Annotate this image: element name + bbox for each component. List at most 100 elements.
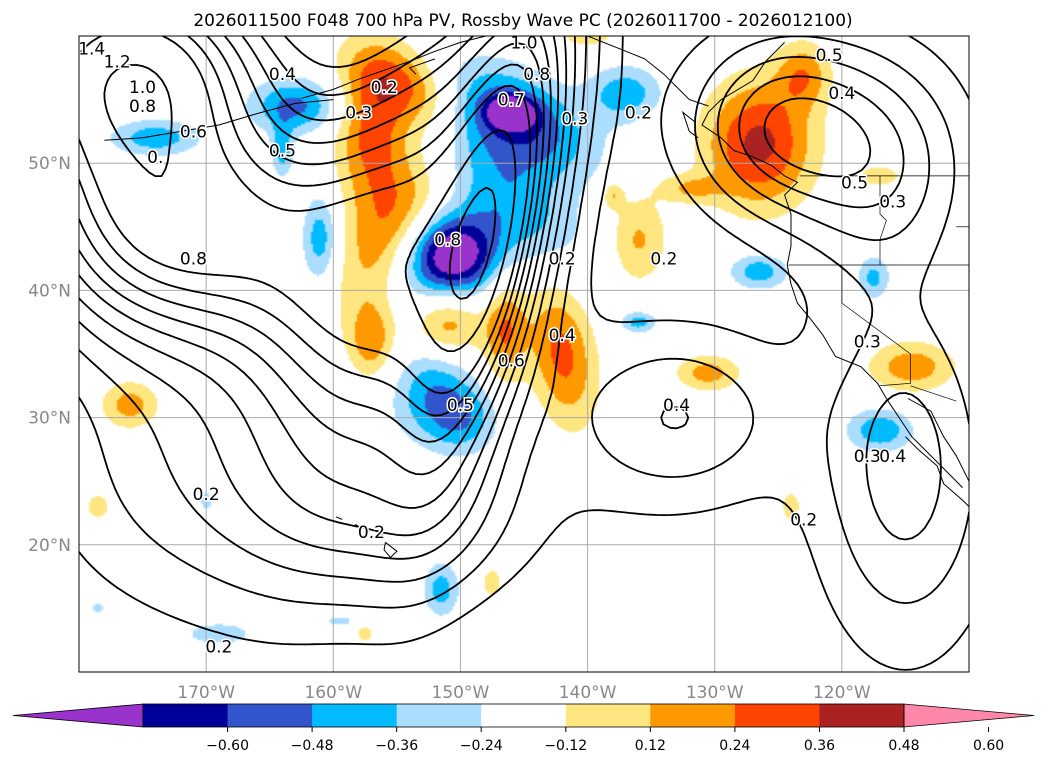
contour-label: 0.2: [371, 78, 398, 98]
colorbar-box: [227, 704, 313, 727]
lon-tick-label: 150°W: [432, 683, 490, 703]
contour-line: [79, 36, 905, 560]
colorbar-extend-high: [903, 703, 1035, 728]
colorbar-box: [565, 704, 651, 727]
colorbar-tick-label: −0.24: [460, 738, 503, 754]
contour-labels: 1.41.21.00.80.60.0.80.20.20.20.40.50.30.…: [78, 33, 908, 659]
contour-label: 1.2: [104, 52, 131, 72]
contour-line: [79, 36, 538, 417]
colorbar-box: [819, 704, 905, 727]
contour-label: 0.4: [879, 447, 906, 467]
contour-label: 0.6: [498, 351, 525, 371]
coastline: [681, 110, 699, 139]
lat-tick-label: 30°N: [28, 409, 71, 429]
contour-label: 0.5: [841, 173, 868, 193]
contour-label: 0.5: [816, 46, 843, 66]
lon-tick-label: 160°W: [304, 683, 362, 703]
colorbar-tick-label: −0.36: [375, 738, 418, 754]
political-border: [910, 385, 957, 402]
contour-label: 0.3: [854, 332, 881, 352]
contour-label: 0.2: [205, 638, 232, 658]
axis-tick-labels: 170°W 160°W 150°W 140°W 130°W 120°W 20°N 30°N 40…: [28, 154, 871, 703]
contour-label: 0.7: [498, 91, 525, 111]
contour-label: 0.8: [180, 250, 207, 270]
contour-line: [448, 186, 497, 300]
contour-label: 0.4: [549, 326, 576, 346]
contour-label: 0.6: [180, 122, 207, 142]
colorbar-tick-label: −0.60: [206, 738, 249, 754]
contour-label: 0.3: [561, 110, 588, 130]
contour-label: 0.2: [549, 250, 576, 270]
colorbar-box: [396, 704, 482, 727]
colorbar-box: [650, 704, 736, 727]
map-panel: 1.41.21.00.80.60.0.80.20.20.20.40.50.30.…: [78, 33, 970, 673]
graticule: [79, 36, 969, 672]
contour-label: 0.4: [269, 65, 296, 85]
contour-line: [79, 36, 552, 476]
contour-line: [79, 36, 545, 443]
contour-label: 0.2: [650, 250, 677, 270]
contour-line: [79, 36, 969, 671]
contour-line: [79, 36, 872, 537]
contour-label: 0.4: [828, 84, 855, 104]
contour-label: 0.3: [854, 447, 881, 467]
political-border: [841, 265, 911, 355]
contour-label: 0.3: [345, 103, 372, 123]
coastline: [376, 532, 385, 537]
contour-label: 0.8: [129, 97, 156, 117]
contour-label: 1.4: [78, 40, 105, 60]
colorbar-box: [143, 704, 229, 727]
colorbar-frame: [142, 703, 905, 728]
colorbar-tick-label: 0.24: [719, 738, 750, 754]
colorbar-tick-label: −0.12: [544, 738, 587, 754]
contour-label: 1.0: [510, 33, 537, 53]
coastline: [701, 42, 963, 488]
colorbar-extend-low: [12, 703, 144, 728]
political-border: [879, 175, 887, 265]
contour-label: 0.2: [790, 510, 817, 530]
contour-label: 0.5: [447, 396, 474, 416]
lat-tick-label: 50°N: [28, 154, 71, 174]
contour-label: 0.5: [269, 141, 296, 161]
coastline: [408, 58, 436, 75]
contour-label: 0.4: [663, 396, 690, 416]
contour-label: 0.2: [625, 103, 652, 123]
contour-line: [79, 36, 532, 395]
coastlines: [104, 36, 969, 559]
contour-label: 0.: [147, 148, 163, 168]
contour-line: [79, 36, 942, 583]
lat-tick-label: 40°N: [28, 281, 71, 301]
contour-line: [79, 36, 969, 609]
lon-tick-label: 170°W: [177, 683, 235, 703]
colorbar-tick-label: 0.36: [804, 738, 835, 754]
lon-tick-label: 140°W: [559, 683, 617, 703]
contour-label: 0.2: [193, 485, 220, 505]
colorbar-box: [312, 704, 398, 727]
contour-line: [79, 36, 560, 509]
coastline: [587, 36, 709, 107]
colorbar: −0.60 −0.48 −0.36 −0.24 −0.12 0.12 0.24 0.36 0.4…: [12, 703, 1035, 754]
political-border: [878, 354, 911, 387]
contour-label: 0.3: [879, 192, 906, 212]
colorbar-tick-label: 0.12: [635, 738, 666, 754]
contour-label: 0.2: [358, 523, 385, 543]
contour-label: 1.0: [129, 78, 156, 98]
coastline: [907, 398, 969, 482]
colorbar-tick-label: 0.48: [888, 738, 919, 754]
map-frame: [78, 35, 970, 673]
colorbar-box: [734, 704, 820, 727]
contour-label: 0.8: [434, 231, 461, 251]
lon-tick-label: 120°W: [813, 683, 871, 703]
figure-title: 2026011500 F048 700 hPa PV, Rossby Wave …: [193, 11, 852, 31]
coastline: [301, 36, 487, 99]
contour-label: 0.8: [523, 65, 550, 85]
contour-line: [103, 64, 517, 352]
rossby-contours: [79, 36, 969, 671]
colorbar-tick-label: 0.60: [973, 738, 1004, 754]
colorbar-tick-label: −0.48: [291, 738, 334, 754]
colorbar-box: [481, 704, 567, 727]
lon-tick-label: 130°W: [686, 683, 744, 703]
coastline: [104, 99, 334, 141]
lat-tick-label: 20°N: [28, 536, 71, 556]
